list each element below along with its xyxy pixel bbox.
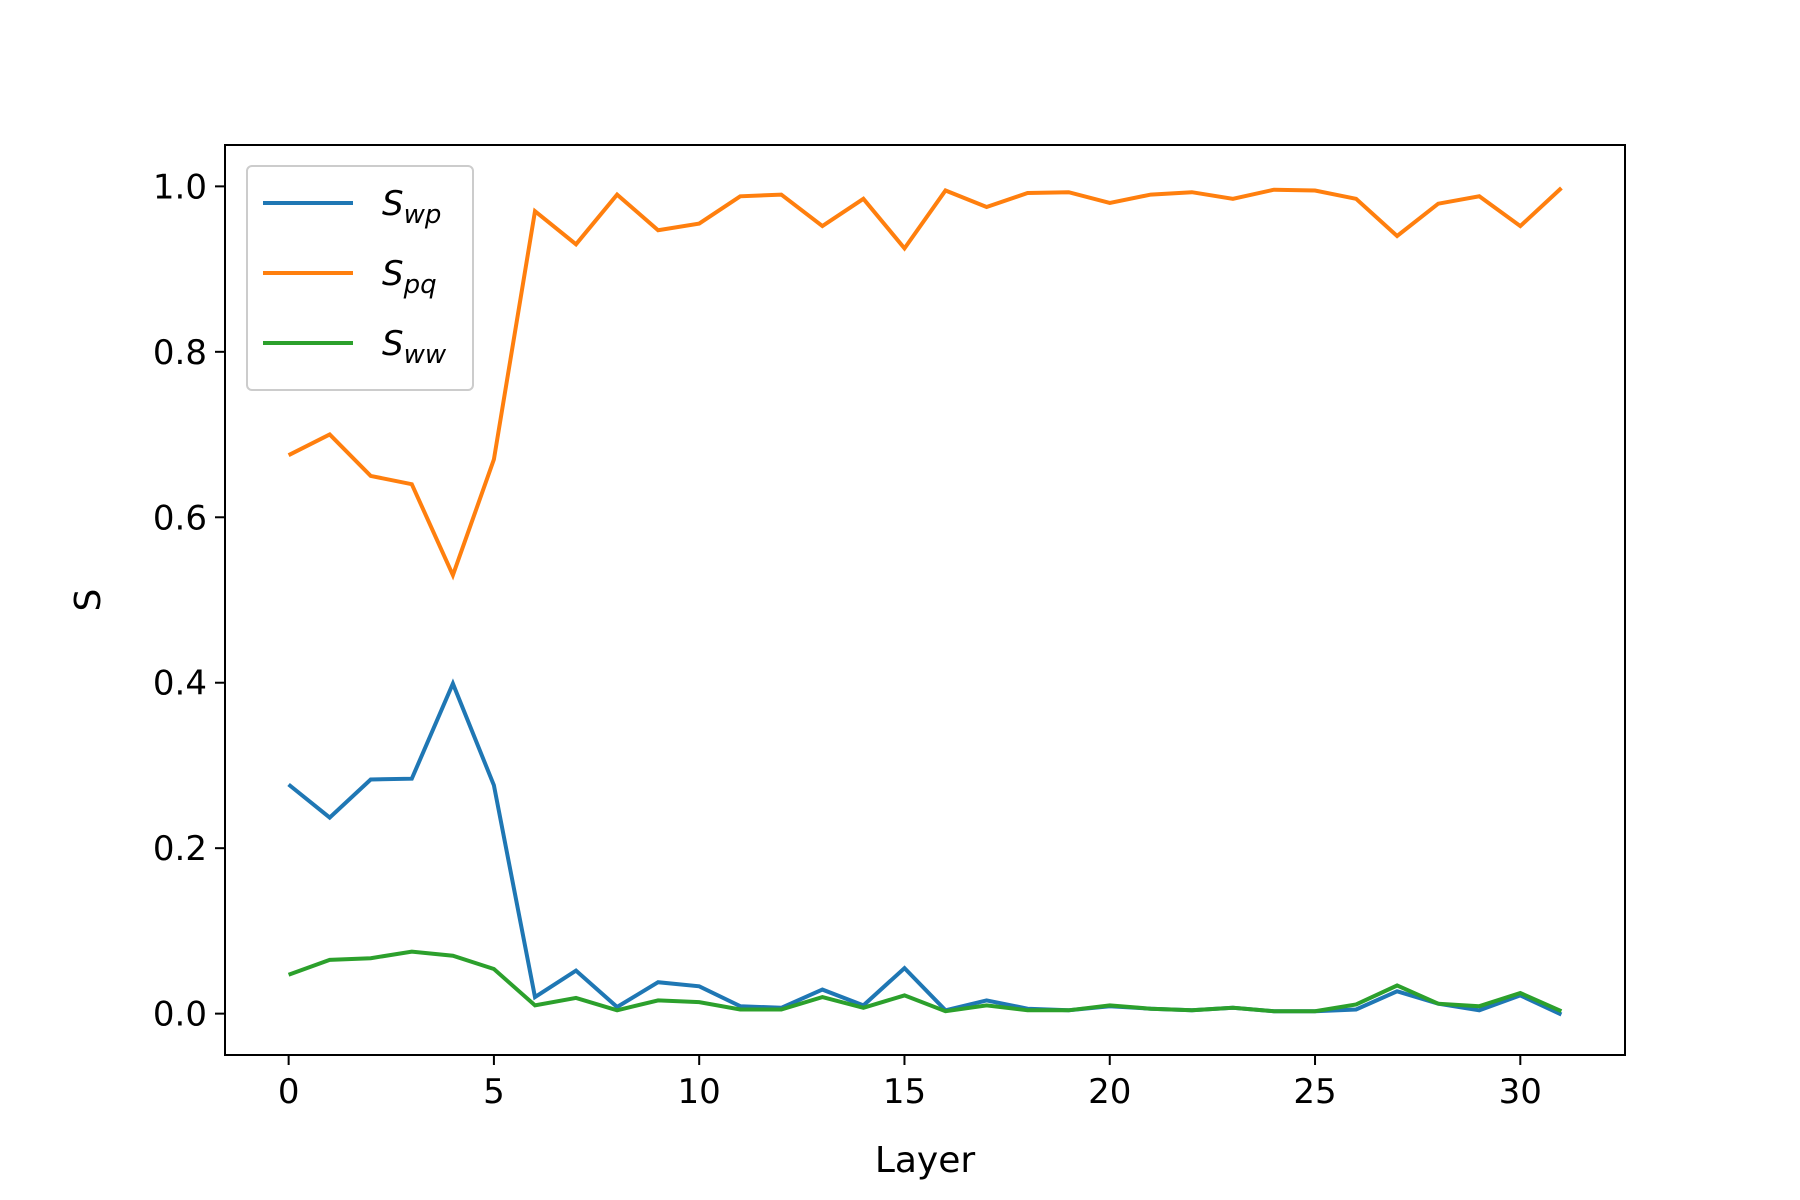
x-tick-label: 0 [278, 1072, 300, 1112]
series-line-pq [287, 186, 1563, 581]
x-tick-label: 10 [678, 1072, 721, 1112]
series-line-wp [287, 678, 1563, 1017]
plot-frame [224, 144, 1626, 1056]
y-tick-label: 0.0 [153, 995, 207, 1035]
y-tick-label: 1.0 [153, 167, 207, 207]
y-axis-label: S [68, 589, 109, 612]
x-axis-label: Layer [875, 1140, 976, 1181]
x-tick-label: 30 [1499, 1072, 1542, 1112]
legend-label-pq: Spq [382, 254, 437, 300]
x-axis-ticks: 0 5 10 15 20 25 30 [278, 1055, 1542, 1112]
y-axis-ticks: 0.0 0.2 0.4 0.6 0.8 1.0 [153, 167, 225, 1035]
legend-box [246, 165, 474, 391]
y-tick-label: 0.8 [153, 333, 207, 373]
x-tick-label: 5 [483, 1072, 505, 1112]
series-line-ww [287, 949, 1563, 1014]
legend-label-wp: Swp [382, 184, 441, 230]
x-tick-label: 20 [1088, 1072, 1131, 1112]
y-tick-label: 0.2 [153, 829, 207, 869]
legend: Swp Spq Sww [246, 165, 474, 391]
series-layer [287, 186, 1563, 1017]
y-tick-label: 0.6 [153, 498, 207, 538]
legend-label-ww: Sww [382, 324, 447, 370]
x-tick-label: 25 [1293, 1072, 1336, 1112]
x-tick-label: 15 [883, 1072, 926, 1112]
y-tick-label: 0.4 [153, 664, 207, 704]
